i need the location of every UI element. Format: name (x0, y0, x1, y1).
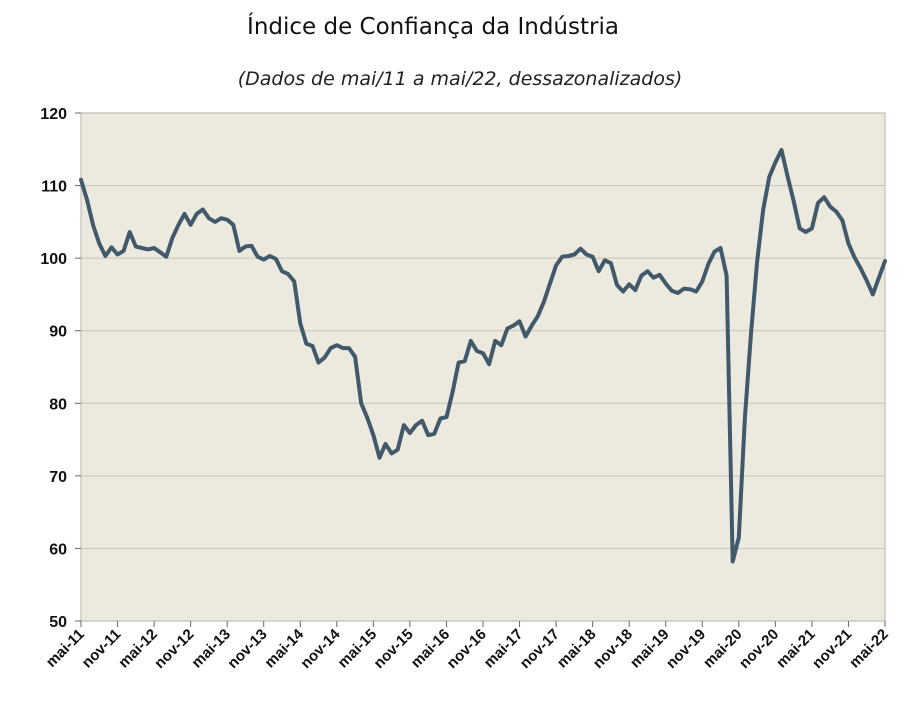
y-tick-label: 120 (40, 106, 67, 123)
x-tick-label: mai-15 (335, 626, 381, 672)
x-tick-label: nov-15 (371, 626, 417, 672)
x-tick-label: mai-11 (43, 626, 88, 671)
chart-title: Índice de Confiança da Indústria (247, 14, 619, 40)
y-tick-label: 110 (41, 179, 67, 196)
series-group (79, 148, 887, 564)
y-tick-label: 100 (40, 251, 67, 268)
y-tick-label: 80 (49, 396, 67, 413)
x-tick-label: mai-16 (408, 626, 454, 672)
series-line (79, 148, 887, 564)
y-tick-label: 70 (49, 469, 67, 486)
y-tick-label: 50 (49, 614, 67, 631)
x-tick-label: nov-20 (736, 626, 782, 672)
y-tick-label: 60 (49, 541, 67, 558)
x-tick-label: mai-18 (554, 626, 600, 672)
x-tick-label: nov-14 (297, 625, 344, 672)
x-tick-label: mai-12 (115, 626, 161, 672)
x-tick-label: nov-11 (79, 626, 125, 672)
x-tick-label: mai-13 (188, 626, 234, 672)
x-tick-label: mai-22 (846, 626, 892, 672)
x-tick-label: nov-21 (809, 626, 855, 672)
x-tick-label: nov-12 (151, 626, 197, 672)
chart-subtitle: (Dados de mai/11 a mai/22, dessazonaliza… (237, 68, 683, 90)
x-tick-label: mai-19 (627, 626, 673, 672)
x-tick-label: mai-20 (700, 626, 746, 672)
y-tick-label: 90 (49, 324, 67, 341)
x-tick-label: nov-19 (663, 626, 709, 672)
y-axis: 50 60 70 80 90 100 110 120 (40, 106, 81, 631)
x-tick-label: mai-21 (773, 626, 819, 672)
x-tick-label: nov-13 (224, 626, 270, 672)
x-tick-label: mai-17 (481, 626, 527, 672)
x-tick-label: nov-18 (590, 626, 636, 672)
x-tick-label: nov-17 (517, 626, 563, 672)
x-tick-label: nov-16 (444, 626, 490, 672)
plot-area (80, 112, 886, 622)
